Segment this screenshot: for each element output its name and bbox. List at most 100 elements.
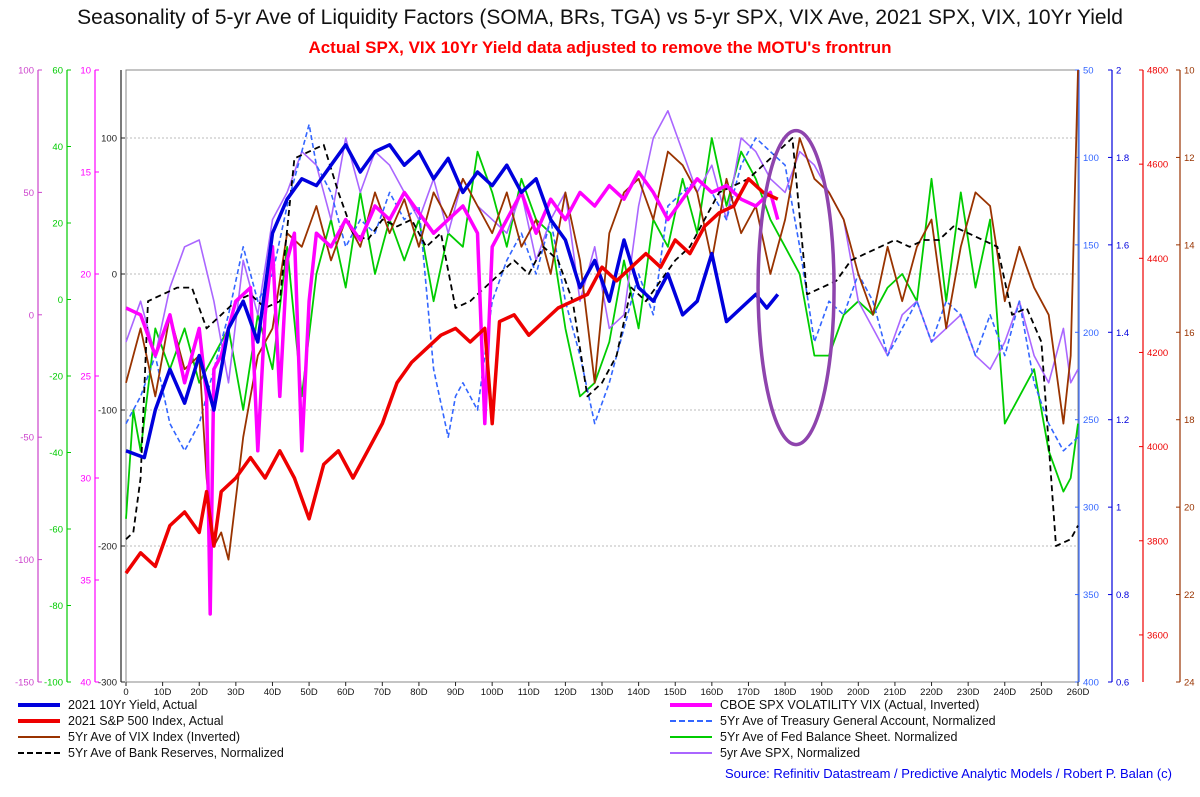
tick-label: 50	[1083, 66, 1094, 77]
tick-label: -60	[49, 525, 63, 536]
tick-label: 10	[80, 66, 91, 77]
x-tick-label: 90D	[447, 687, 465, 698]
legend-left: 2021 10Yr Yield, Actual 2021 S&P 500 Ind…	[18, 697, 578, 765]
tick-label: 300	[1083, 503, 1099, 514]
x-tick-label: 160D	[700, 687, 723, 698]
tick-label: 2	[1116, 66, 1121, 77]
tick-label: 12	[1184, 153, 1195, 164]
x-tick-label: 10D	[154, 687, 172, 698]
tick-label: 0	[112, 270, 117, 281]
legend-swatch	[18, 719, 60, 723]
tick-label: -200	[98, 542, 117, 553]
tick-label: 24	[1184, 678, 1195, 689]
tick-label: -100	[44, 678, 63, 689]
tick-label: -80	[49, 601, 63, 612]
x-tick-label: 80D	[410, 687, 428, 698]
tick-label: 20	[1184, 503, 1195, 514]
tick-label: 35	[80, 576, 91, 587]
tick-label: -40	[49, 448, 63, 459]
legend-label: 5Yr Ave of VIX Index (Inverted)	[68, 730, 241, 744]
x-tick-label: 100D	[481, 687, 504, 698]
x-tick-label: 20D	[191, 687, 209, 698]
tick-label: 400	[1083, 678, 1099, 689]
x-tick-label: 120D	[554, 687, 577, 698]
x-tick-label: 250D	[1030, 687, 1053, 698]
x-tick-label: 170D	[737, 687, 760, 698]
tick-label: 1.6	[1116, 240, 1129, 251]
tick-label: 100	[1083, 153, 1099, 164]
tick-label: 0.8	[1116, 590, 1129, 601]
tick-label: 100	[18, 66, 34, 77]
tick-label: 20	[80, 270, 91, 281]
series-line	[124, 177, 779, 575]
tick-label: -150	[15, 678, 34, 689]
tick-label: 3600	[1147, 630, 1168, 641]
tick-label: 14	[1184, 240, 1195, 251]
legend-swatch	[670, 703, 712, 707]
highlight-ellipse	[756, 128, 836, 447]
x-tick-label: 110D	[518, 687, 540, 698]
x-tick-label: 40D	[264, 687, 282, 698]
tick-label: 1	[1116, 503, 1121, 514]
legend-swatch	[670, 752, 712, 754]
tick-label: 4600	[1147, 160, 1168, 171]
tick-label: 1.8	[1116, 153, 1129, 164]
series-line	[125, 137, 1079, 547]
tick-label: 40	[80, 678, 91, 689]
chart-svg: -300-200-100010010152025303540-100-80-60…	[15, 66, 1195, 699]
legend-swatch	[18, 703, 60, 707]
tick-label: 1.4	[1116, 328, 1129, 339]
tick-label: 4000	[1147, 442, 1168, 453]
tick-label: 4400	[1147, 254, 1168, 265]
tick-label: 250	[1083, 415, 1099, 426]
tick-label: -100	[15, 555, 34, 566]
x-tick-label: 180D	[774, 687, 797, 698]
tick-label: 200	[1083, 328, 1099, 339]
tick-label: 22	[1184, 590, 1195, 601]
tick-label: 4800	[1147, 66, 1168, 77]
tick-label: 0	[58, 295, 63, 306]
legend-label: 5yr Ave SPX, Normalized	[720, 746, 861, 760]
tick-label: 0.6	[1116, 678, 1129, 689]
legend-label: 5Yr Ave of Bank Reserves, Normalized	[68, 746, 284, 760]
x-tick-label: 240D	[993, 687, 1016, 698]
x-tick-label: 220D	[920, 687, 943, 698]
x-tick-label: 70D	[374, 687, 392, 698]
legend-label: 5Yr Ave of Fed Balance Sheet. Normalized	[720, 730, 958, 744]
x-tick-label: 50D	[300, 687, 318, 698]
legend-label: 2021 10Yr Yield, Actual	[68, 698, 198, 712]
legend-swatch	[18, 736, 60, 738]
tick-label: 20	[52, 219, 63, 230]
tick-label: -300	[98, 678, 117, 689]
tick-label: 350	[1083, 590, 1099, 601]
tick-label: 1.2	[1116, 415, 1129, 426]
tick-label: 30	[80, 474, 91, 485]
tick-label: 10	[1184, 66, 1195, 77]
tick-label: 100	[101, 134, 117, 145]
tick-label: 40	[52, 142, 63, 153]
series-line	[125, 137, 1079, 519]
x-tick-label: 140D	[627, 687, 650, 698]
series-line	[125, 69, 1079, 561]
legend-label: 2021 S&P 500 Index, Actual	[68, 714, 224, 728]
series-line	[125, 170, 780, 616]
x-tick-label: 230D	[957, 687, 980, 698]
x-tick-label: 30D	[227, 687, 245, 698]
x-tick-label: 0	[123, 687, 128, 698]
x-tick-label: 260D	[1067, 687, 1090, 698]
chart-subtitle: Actual SPX, VIX 10Yr Yield data adjusted…	[308, 38, 892, 57]
tick-label: 50	[23, 188, 34, 199]
legend-swatch	[670, 720, 712, 722]
tick-label: 15	[80, 168, 91, 179]
tick-label: 4200	[1147, 348, 1168, 359]
legend-label: CBOE SPX VOLATILITY VIX (Actual, Inverte…	[720, 698, 980, 712]
tick-label: 3800	[1147, 536, 1168, 547]
x-tick-label: 60D	[337, 687, 355, 698]
tick-label: 18	[1184, 415, 1195, 426]
tick-label: -50	[20, 433, 34, 444]
x-tick-label: 190D	[810, 687, 833, 698]
tick-label: -100	[98, 406, 117, 417]
series-line	[125, 143, 780, 460]
plot-area	[125, 69, 1079, 683]
x-tick-label: 210D	[884, 687, 907, 698]
